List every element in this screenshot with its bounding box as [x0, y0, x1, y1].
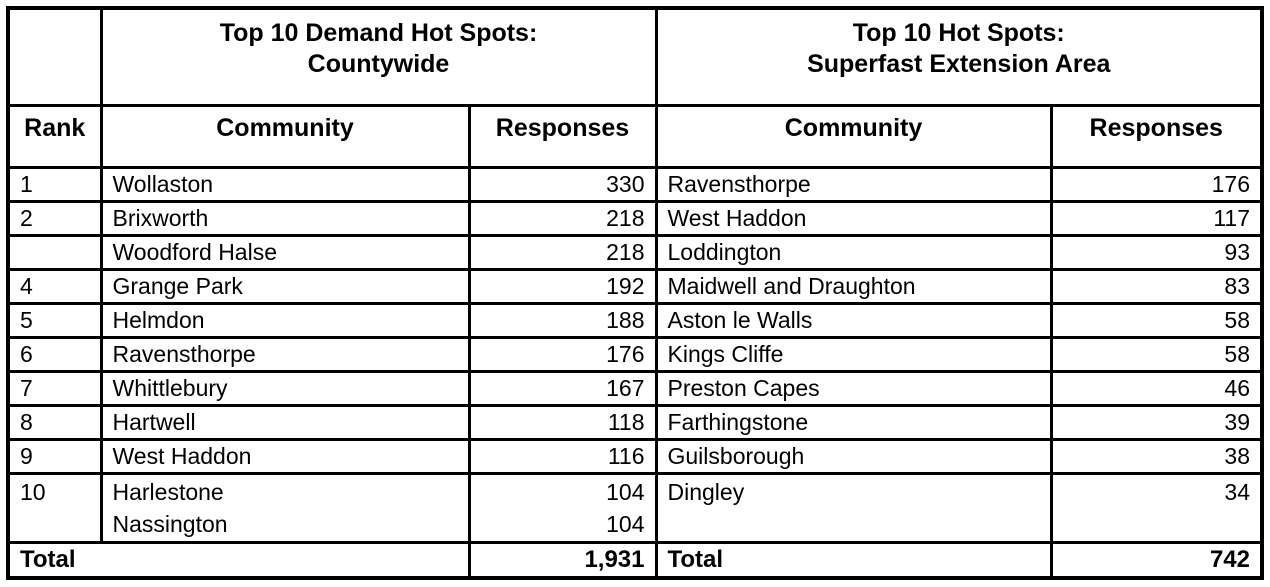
responses-cell: 330	[467, 166, 658, 203]
column-header-row: Rank Community Responses Community Respo…	[6, 104, 1264, 169]
responses-cell: 83	[1049, 268, 1264, 305]
community-cell: Preston Capes	[654, 370, 1053, 407]
responses-cell-multiline: 104 104	[467, 472, 658, 544]
community-cell: Grange Park	[99, 268, 471, 305]
table-row: 1 Wollaston 330 Ravensthorpe 176	[6, 166, 1264, 203]
responses-cell: 58	[1049, 336, 1264, 373]
table-row: Woodford Halse 218 Loddington 93	[6, 234, 1264, 271]
left-table-title: Top 10 Demand Hot Spots: Countywide	[99, 6, 658, 107]
right-table-title: Top 10 Hot Spots: Superfast Extension Ar…	[654, 6, 1264, 107]
responses-line-2: 104	[606, 511, 645, 537]
table-row: 2 Brixworth 218 West Haddon 117	[6, 200, 1264, 237]
rank-cell: 4	[6, 268, 103, 305]
responses-cell: 117	[1049, 200, 1264, 237]
left-total-value: 1,931	[467, 541, 658, 580]
left-total-label: Total	[6, 541, 471, 580]
total-row: Total 1,931 Total 742	[6, 541, 1264, 580]
rank-cell	[6, 234, 103, 271]
responses-cell: 176	[1049, 166, 1264, 203]
community-cell: Ravensthorpe	[654, 166, 1053, 203]
community-cell: Brixworth	[99, 200, 471, 237]
responses-cell: 58	[1049, 302, 1264, 339]
responses-cell: 192	[467, 268, 658, 305]
rank-cell: 8	[6, 404, 103, 441]
responses-cell: 118	[467, 404, 658, 441]
title-row: Top 10 Demand Hot Spots: Countywide Top …	[6, 6, 1264, 107]
table-row: 7 Whittlebury 167 Preston Capes 46	[6, 370, 1264, 407]
right-title-line1: Top 10 Hot Spots:	[852, 19, 1065, 47]
table-row: 5 Helmdon 188 Aston le Walls 58	[6, 302, 1264, 339]
table-row: 8 Hartwell 118 Farthingstone 39	[6, 404, 1264, 441]
rank-cell: 9	[6, 438, 103, 475]
rank-cell: 7	[6, 370, 103, 407]
responses-cell: 34	[1049, 472, 1264, 544]
responses-cell: 188	[467, 302, 658, 339]
rank-cell: 10	[6, 472, 103, 544]
community-cell: Hartwell	[99, 404, 471, 441]
responses-cell: 176	[467, 336, 658, 373]
right-community-column-header: Community	[654, 104, 1053, 169]
community-cell: Guilsborough	[654, 438, 1053, 475]
community-cell: Helmdon	[99, 302, 471, 339]
community-line-2: Nassington	[112, 511, 228, 537]
community-cell-multiline: Harlestone Nassington	[99, 472, 471, 544]
community-cell: Farthingstone	[654, 404, 1053, 441]
responses-cell: 93	[1049, 234, 1264, 271]
table-row-double: 10 Harlestone Nassington 104 104 Dingley…	[6, 472, 1264, 544]
responses-line-1: 104	[606, 479, 645, 505]
right-title-line2: Superfast Extension Area	[807, 50, 1111, 78]
left-responses-column-header: Responses	[467, 104, 658, 169]
community-cell: West Haddon	[99, 438, 471, 475]
responses-cell: 39	[1049, 404, 1264, 441]
right-total-value: 742	[1049, 541, 1264, 580]
community-cell: Ravensthorpe	[99, 336, 471, 373]
table-row: 4 Grange Park 192 Maidwell and Draughton…	[6, 268, 1264, 305]
community-cell: Wollaston	[99, 166, 471, 203]
rank-cell: 6	[6, 336, 103, 373]
community-cell: Kings Cliffe	[654, 336, 1053, 373]
responses-cell: 218	[467, 200, 658, 237]
community-cell: Dingley	[654, 472, 1053, 544]
responses-cell: 116	[467, 438, 658, 475]
left-title-line1: Top 10 Demand Hot Spots:	[219, 19, 538, 47]
rank-column-header: Rank	[6, 104, 103, 169]
community-cell: Loddington	[654, 234, 1053, 271]
right-responses-column-header: Responses	[1049, 104, 1264, 169]
community-cell: Whittlebury	[99, 370, 471, 407]
responses-cell: 46	[1049, 370, 1264, 407]
community-cell: Maidwell and Draughton	[654, 268, 1053, 305]
rank-column-spacer	[6, 6, 103, 107]
rank-cell: 1	[6, 166, 103, 203]
responses-cell: 218	[467, 234, 658, 271]
responses-cell: 38	[1049, 438, 1264, 475]
responses-cell: 167	[467, 370, 658, 407]
hotspots-table: Top 10 Demand Hot Spots: Countywide Top …	[6, 6, 1264, 580]
left-title-line2: Countywide	[307, 50, 450, 78]
rank-cell: 2	[6, 200, 103, 237]
left-community-column-header: Community	[99, 104, 471, 169]
rank-cell: 5	[6, 302, 103, 339]
table-row: 9 West Haddon 116 Guilsborough 38	[6, 438, 1264, 475]
table-row: 6 Ravensthorpe 176 Kings Cliffe 58	[6, 336, 1264, 373]
right-total-label: Total	[654, 541, 1053, 580]
community-line-1: Harlestone	[112, 479, 224, 505]
community-cell: Woodford Halse	[99, 234, 471, 271]
community-cell: West Haddon	[654, 200, 1053, 237]
community-cell: Aston le Walls	[654, 302, 1053, 339]
